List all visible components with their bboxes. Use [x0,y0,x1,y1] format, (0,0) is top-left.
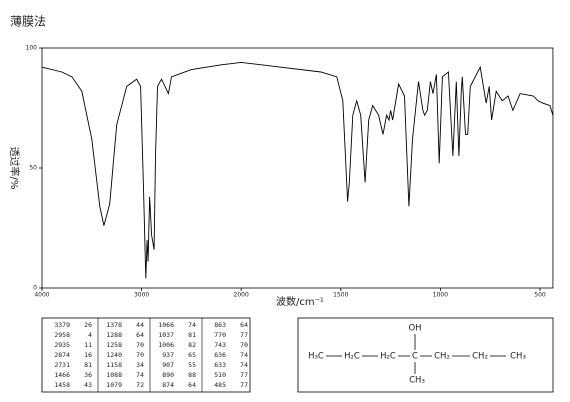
table-cell: 1079 [106,381,122,389]
table-cell: 70 [136,341,144,349]
peak-table-box [41,317,251,393]
y-tick-label: 50 [29,165,37,172]
y-tick-label: 100 [26,45,38,52]
table-cell: 1466 [54,371,70,379]
table-cell: 2731 [54,361,70,369]
table-cell: 1006 [158,341,174,349]
chart-title: 薄膜法 [10,14,46,29]
table-cell: 44 [136,321,144,329]
table-cell: 874 [162,381,174,389]
table-cell: 3379 [54,321,70,329]
table-cell: 510 [214,371,226,379]
table-cell: 907 [162,361,174,369]
x-axis-label: 波数/cm⁻¹ [276,295,324,308]
table-cell: 1378 [106,321,122,329]
table-cell: 1458 [54,381,70,389]
table-cell: 74 [240,351,248,359]
table-cell: 70 [240,341,248,349]
table-cell: 890 [162,371,174,379]
table-cell: 770 [214,331,226,339]
y-tick-label: 0 [33,285,37,292]
bonds [326,334,506,374]
table-cell: 1240 [106,351,122,359]
table-cell: 77 [240,371,248,379]
table-cell: 72 [136,381,144,389]
table-cell: 16 [84,351,92,359]
table-cell: 43 [84,381,92,389]
table-cell: 36 [84,371,92,379]
table-cell: 70 [136,351,144,359]
table-cell: 64 [188,381,196,389]
structure-box [297,317,554,393]
table-cell: 77 [240,381,248,389]
x-tick-label: 500 [534,292,546,299]
structure-label: CH₂ [472,352,488,362]
table-cell: 2935 [54,341,70,349]
table-cell: 1288 [106,331,122,339]
structure-label: CH₂ [434,352,450,362]
table-cell: 64 [240,321,248,329]
table-cell: 2958 [54,331,70,339]
table-cell: 82 [188,341,196,349]
table-cell: 1158 [106,361,122,369]
structure-label: H₂C [380,352,396,362]
table-cell: 4 [88,331,92,339]
x-tick-label: 2000 [234,292,249,299]
structure-label: C [412,352,418,362]
table-cell: 1088 [106,371,122,379]
table-cell: 485 [214,381,226,389]
x-tick-label: 4000 [34,292,49,299]
structure-label: OH [408,324,421,334]
table-cell: 1258 [106,341,122,349]
table-cell: 77 [240,331,248,339]
table-cell: 81 [188,331,196,339]
table-cell: 55 [188,361,196,369]
table-cell: 863 [214,321,226,329]
table-cell: 74 [136,371,144,379]
table-cell: 1037 [158,331,174,339]
table-cell: 64 [136,331,144,339]
table-cell: 34 [136,361,144,369]
x-tick-label: 1500 [333,292,348,299]
table-cell: 81 [84,361,92,369]
table-cell: 1066 [158,321,174,329]
table-cell: 74 [240,361,248,369]
table-cell: 937 [162,351,174,359]
table-cell: 26 [84,321,92,329]
table-cell: 633 [214,361,226,369]
table-cell: 88 [188,371,196,379]
structure-label: CH₃ [510,352,526,362]
structure-label: H₃C [308,352,324,362]
table-cell: 636 [214,351,226,359]
y-axis-label: 透过率/% [8,147,21,190]
table-cell: 74 [188,321,196,329]
x-tick-label: 3000 [134,292,149,299]
structure-label: CH₃ [409,376,425,386]
table-cell: 65 [188,351,196,359]
structure-label: H₂C [344,352,360,362]
table-cell: 2874 [54,351,70,359]
table-cell: 11 [84,341,92,349]
spectrum-line [41,61,554,279]
table-cell: 743 [214,341,226,349]
plot-frame [41,47,554,289]
x-tick-label: 1000 [433,292,448,299]
